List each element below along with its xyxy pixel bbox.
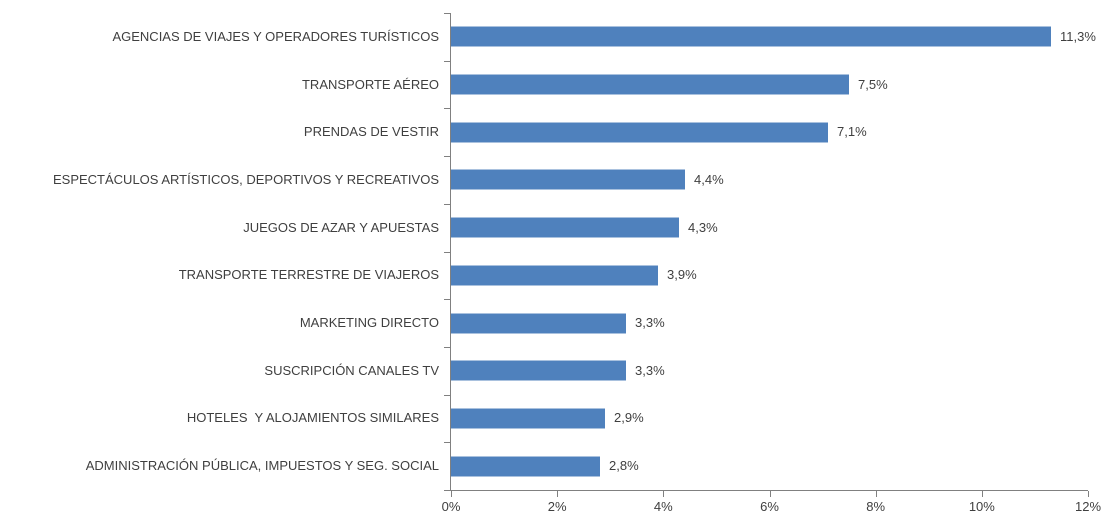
x-tick [663,491,665,497]
category-label: ADMINISTRACIÓN PÚBLICA, IMPUESTOS Y SEG.… [85,458,439,474]
x-tick [557,491,559,497]
x-tick-label: 8% [866,499,886,514]
bar [451,456,600,477]
bar [451,265,658,286]
value-label: 2,8% [609,458,639,474]
value-label: 7,5% [858,76,888,92]
y-tick [444,299,450,301]
value-label: 3,9% [667,267,697,283]
bar [451,26,1051,47]
category-label: ESPECTÁCULOS ARTÍSTICOS, DEPORTIVOS Y RE… [52,171,439,187]
bar [451,74,849,95]
y-tick [444,490,450,491]
y-tick [444,442,450,444]
bar [451,122,828,143]
x-axis [450,490,1088,491]
x-tick-label: 12% [1074,499,1102,514]
y-tick [444,60,450,62]
bar [451,313,626,334]
category-label: TRANSPORTE AÉREO [301,76,439,92]
value-label: 3,3% [635,315,665,331]
y-tick [444,251,450,253]
x-tick [1088,491,1089,497]
category-label: AGENCIAS DE VIAJES Y OPERADORES TURÍSTIC… [112,28,439,44]
bar [451,169,685,190]
value-label: 4,3% [688,219,718,235]
y-tick [444,203,450,205]
category-label: JUEGOS DE AZAR Y APUESTAS [243,219,439,235]
category-label: MARKETING DIRECTO [299,315,439,331]
y-axis [450,13,451,490]
y-tick [444,13,450,14]
y-tick [444,346,450,348]
x-tick-label: 6% [760,499,779,514]
y-tick [444,156,450,158]
x-tick-label: 2% [547,499,567,514]
category-label: SUSCRIPCIÓN CANALES TV [264,362,439,378]
y-tick [444,394,450,396]
value-label: 7,1% [837,124,867,140]
x-tick-label: 4% [653,499,673,514]
y-tick [444,108,450,110]
x-tick [875,491,877,497]
x-tick [981,491,983,497]
x-tick-label: 10% [968,499,995,514]
bar [451,408,605,429]
category-label: TRANSPORTE TERRESTRE DE VIAJEROS [178,267,439,283]
value-label: 4,4% [694,171,724,187]
value-label: 3,3% [635,362,665,378]
category-label: PRENDAS DE VESTIR [303,124,439,140]
bar [451,217,679,238]
x-tick [769,491,771,497]
category-label: HOTELES Y ALOJAMIENTOS SIMILARES [186,410,439,426]
x-tick-label: 0% [441,499,461,514]
bar [451,360,626,381]
value-label: 11,3% [1060,28,1096,44]
value-label: 2,9% [614,410,644,426]
x-tick [451,491,452,497]
